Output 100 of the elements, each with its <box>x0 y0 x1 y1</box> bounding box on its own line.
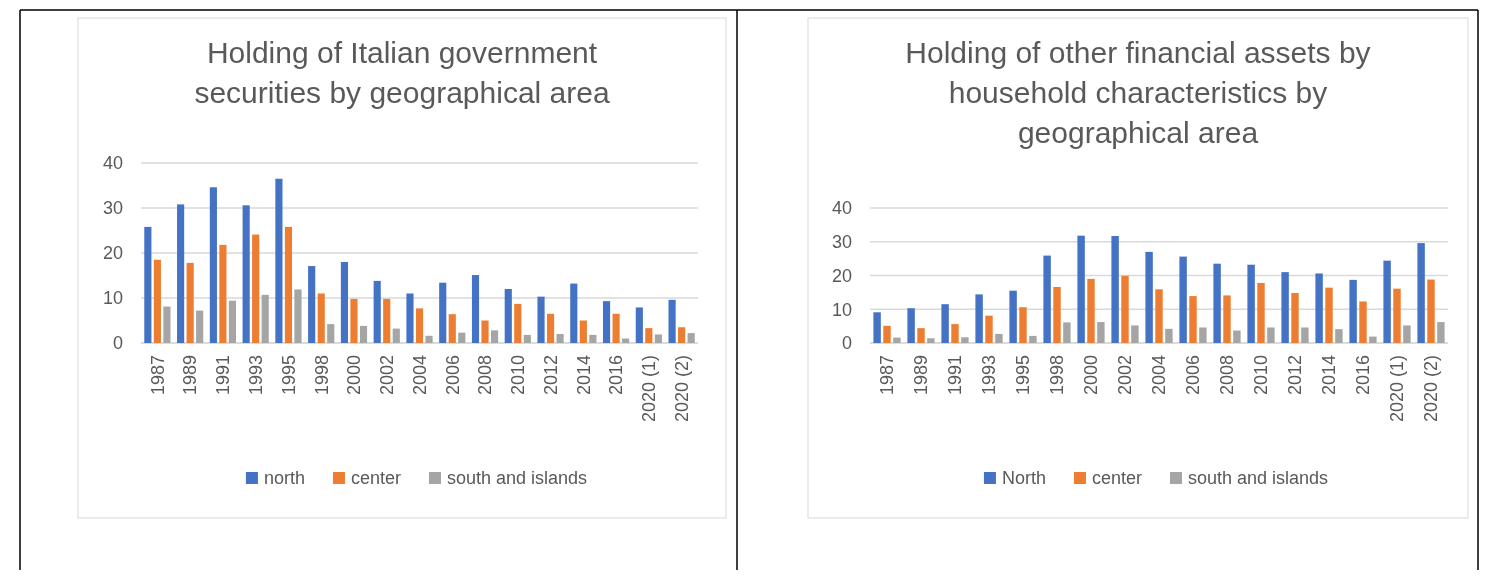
x-tick-label: 1998 <box>311 355 332 396</box>
bar <box>163 306 171 343</box>
bar <box>425 335 433 343</box>
bar <box>1349 279 1357 343</box>
x-tick-label: 1987 <box>877 355 898 396</box>
bar <box>448 314 456 343</box>
bar <box>1077 235 1085 343</box>
bar <box>383 298 391 343</box>
bar <box>228 300 237 343</box>
bar <box>317 293 325 343</box>
x-tick-label: 2006 <box>442 355 463 396</box>
legend-label: North <box>1001 468 1046 489</box>
bar <box>196 310 204 343</box>
bar <box>951 324 959 343</box>
x-tick-label: 1993 <box>979 355 1000 396</box>
x-tick-label: 1995 <box>1013 355 1034 396</box>
bar <box>1189 296 1197 343</box>
bar <box>1417 243 1425 343</box>
bar <box>1199 327 1207 343</box>
bar <box>668 299 676 343</box>
bar <box>1179 256 1187 343</box>
bar <box>941 304 949 343</box>
bar <box>687 333 695 343</box>
bar <box>579 320 587 343</box>
x-tick-label: 1987 <box>147 355 168 396</box>
bar <box>252 234 260 343</box>
bar <box>873 312 881 343</box>
bar <box>439 282 447 343</box>
bar <box>602 301 611 343</box>
legend-label: south and islands <box>1187 468 1329 489</box>
bar <box>1325 287 1333 343</box>
bar <box>1213 263 1221 343</box>
bar <box>975 294 983 343</box>
x-tick-label: 2000 <box>344 355 365 396</box>
x-tick-label: 2020 (1) <box>1387 355 1408 423</box>
bar <box>284 226 293 343</box>
bar <box>612 313 620 343</box>
x-tick-label: 1989 <box>180 355 201 396</box>
bar <box>406 293 414 343</box>
legend-label: south and islands <box>446 468 588 489</box>
y-tick-label: 10 <box>102 288 123 309</box>
bar <box>294 289 302 343</box>
x-tick-label: 1998 <box>1047 355 1068 396</box>
bar <box>490 330 499 343</box>
bar <box>392 328 400 343</box>
bar <box>308 266 316 343</box>
bar <box>415 308 424 343</box>
y-tick-label: 40 <box>831 198 852 219</box>
bar <box>907 308 915 343</box>
chart-title: Holding of other financial assets by household characteristics by geographical area <box>905 36 1371 149</box>
bar <box>1359 301 1367 343</box>
x-tick-label: 2008 <box>475 355 496 396</box>
bar <box>927 338 935 343</box>
bar <box>1301 327 1309 343</box>
bar <box>1281 272 1289 343</box>
bar <box>654 334 662 343</box>
legend-label: north <box>263 468 305 489</box>
bar <box>1369 336 1377 343</box>
bar <box>1111 236 1119 343</box>
bar <box>1403 325 1411 343</box>
bar <box>514 303 522 343</box>
bar <box>1233 330 1241 343</box>
bar <box>961 337 969 343</box>
bar <box>1437 322 1445 343</box>
bar <box>523 334 531 343</box>
x-tick-label: 2014 <box>1319 355 1340 396</box>
bar <box>1247 264 1255 343</box>
y-tick-label: 0 <box>841 333 852 354</box>
bar <box>1291 293 1299 343</box>
y-tick-label: 40 <box>102 153 123 174</box>
x-tick-label: 2010 <box>1251 355 1272 396</box>
bar <box>1155 289 1163 343</box>
bar <box>917 328 925 343</box>
bar <box>242 205 250 343</box>
bar <box>186 262 194 343</box>
bar <box>589 334 597 343</box>
bar <box>504 289 512 343</box>
x-tick-label: 2010 <box>508 355 529 396</box>
bar <box>153 259 161 343</box>
bar <box>995 333 1003 343</box>
bar <box>1053 286 1061 343</box>
bar <box>1019 307 1027 343</box>
x-tick-label: 2006 <box>1183 355 1204 396</box>
legend-label: center <box>1091 468 1142 489</box>
x-tick-label: 1991 <box>213 355 234 396</box>
bar <box>985 315 993 343</box>
bar <box>678 327 686 343</box>
bar <box>1267 327 1275 343</box>
bar <box>327 324 335 343</box>
y-tick-label: 20 <box>102 243 123 264</box>
bar <box>350 298 358 343</box>
bar <box>537 296 545 343</box>
bar <box>893 337 901 343</box>
x-tick-label: 2012 <box>540 355 561 396</box>
bar <box>645 328 653 343</box>
bar <box>883 325 891 343</box>
x-tick-label: 2008 <box>1217 355 1238 396</box>
bar <box>209 187 217 343</box>
y-tick-label: 10 <box>831 299 852 320</box>
bar <box>481 320 489 343</box>
